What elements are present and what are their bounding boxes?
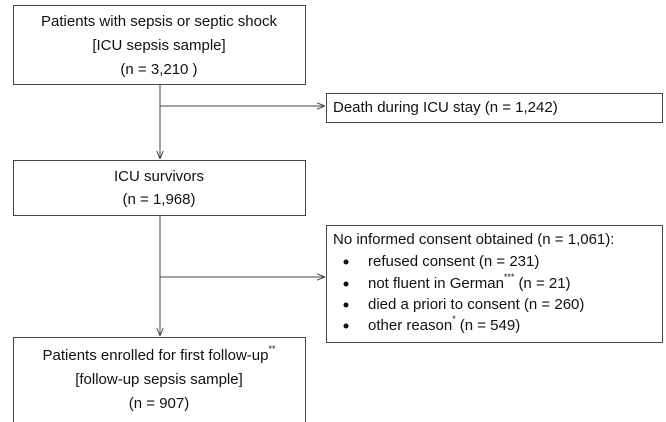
- item-text: not fluent in German: [368, 275, 504, 292]
- box-text: (n = 907): [129, 395, 189, 412]
- box-text-line: Patients enrolled for first follow-up: [43, 347, 269, 364]
- bullet: [343, 259, 349, 265]
- box-text: Death during ICU stay (n = 1,242): [333, 99, 558, 116]
- superscript: ***: [504, 272, 515, 282]
- box-text: (n = 3,210 ): [120, 61, 197, 78]
- bullet: [343, 302, 349, 308]
- box-text: Patients with sepsis or septic shock: [41, 13, 277, 30]
- item-count: (n = 21): [518, 275, 570, 292]
- box: [326, 225, 663, 343]
- superscript: **: [268, 344, 276, 354]
- list-item: not fluent in German*** (n = 21): [368, 272, 571, 292]
- bullet: [343, 281, 349, 287]
- box-text: Patients enrolled for first follow-up**: [43, 344, 276, 364]
- box: [13, 337, 306, 422]
- box-text: [follow-up sepsis sample]: [75, 371, 243, 388]
- box-title: No informed consent obtained (n = 1,061)…: [333, 231, 614, 248]
- box-text: [ICU sepsis sample]: [92, 37, 225, 54]
- superscript: *: [452, 314, 456, 324]
- list-item: refused consent (n = 231): [368, 253, 539, 270]
- item-text: other reason: [368, 317, 452, 334]
- box: [13, 5, 306, 85]
- list-item: other reason* (n = 549): [368, 314, 520, 334]
- list-item: died a priori to consent (n = 260): [368, 296, 584, 313]
- box: [13, 160, 306, 216]
- box-text: ICU survivors: [114, 168, 204, 185]
- box-text: (n = 1,968): [123, 191, 196, 208]
- box: [326, 93, 663, 123]
- item-count: (n = 549): [460, 317, 520, 334]
- bullet: [343, 323, 349, 329]
